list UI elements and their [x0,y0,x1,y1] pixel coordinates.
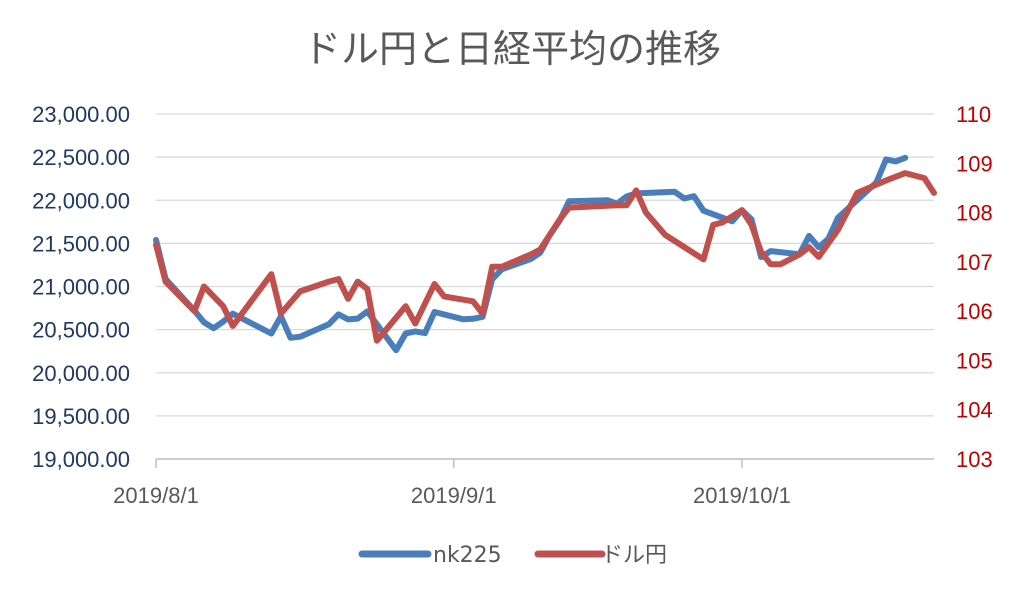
series-lines [153,154,937,354]
y-left-tick-label: 22,500.00 [32,145,130,170]
y-right-tick-label: 104 [956,398,993,423]
chart-title: ドル円と日経平均の推移 [303,27,721,71]
x-tick-label: 2019/10/1 [693,483,791,508]
legend-label-nk225: nk225 [433,543,502,568]
y-right-tick-label: 105 [956,348,993,373]
y-right-tick-label: 108 [956,201,993,226]
y-right-tick-label: 110 [956,102,991,127]
legend: nk225 ドル円 [358,543,667,568]
y-left-tick-label: 20,000.00 [32,361,130,386]
legend-label-usdjpy: ドル円 [601,543,667,568]
y-left-tick-label: 21,000.00 [32,275,130,300]
y-right-tick-label: 106 [956,299,993,324]
y-right-tick-label: 107 [956,250,993,275]
axes: 19,000.00 19,500.00 20,000.00 20,500.00 21,0… [32,102,993,508]
series-line-usdjpy [153,170,937,344]
x-tick-label: 2019/9/1 [411,483,497,508]
y-left-tick-label: 22,000.00 [32,188,130,213]
y-left-tick-label: 20,500.00 [32,318,130,343]
y-left-tick-label: 21,500.00 [32,231,130,256]
x-tick-label: 2019/8/1 [113,483,199,508]
y-left-tick-label: 23,000.00 [32,102,130,127]
y-left-tick-label: 19,500.00 [32,404,130,429]
y-right-tick-label: 109 [956,151,993,176]
y-left-tick-label: 19,000.00 [32,447,130,472]
series-line-nk225 [153,154,909,354]
y-right-tick-label: 103 [956,447,993,472]
